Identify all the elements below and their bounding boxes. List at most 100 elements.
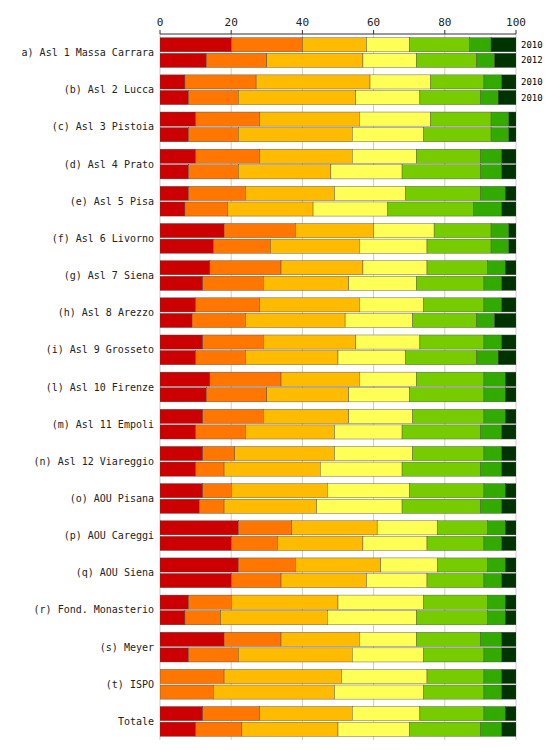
- bar-segment: [256, 75, 370, 89]
- category-label: a) Asl 1 Massa Carrara: [22, 47, 154, 58]
- bar-segment: [505, 372, 516, 386]
- bar-segment: [416, 53, 477, 67]
- bar-segment: [206, 53, 267, 67]
- tick-label: 80: [438, 16, 451, 29]
- row-label: 2010: [521, 77, 543, 87]
- bar-segment: [160, 261, 210, 275]
- bar-segment: [160, 521, 238, 535]
- bar-segment: [221, 611, 328, 625]
- bar-segment: [409, 38, 470, 52]
- bar-segment: [210, 372, 281, 386]
- bar-segment: [363, 53, 416, 67]
- bar-segment: [505, 595, 516, 609]
- bar-segment: [349, 409, 413, 423]
- bar-segment: [203, 446, 235, 460]
- bar-segment: [160, 239, 213, 253]
- bar-segment: [224, 462, 320, 476]
- bar-segment: [423, 685, 484, 699]
- bar-segment: [242, 722, 338, 736]
- bar-segment: [160, 425, 196, 439]
- bar-segment: [238, 558, 295, 572]
- bar-segment: [484, 75, 502, 89]
- bar-segment: [498, 351, 516, 365]
- bar-segment: [359, 239, 427, 253]
- bar-segment: [213, 685, 334, 699]
- bar-segment: [413, 313, 477, 327]
- bar-segment: [352, 707, 420, 721]
- bar-segment: [270, 239, 359, 253]
- bar-segment: [491, 128, 509, 142]
- bar-segment: [260, 112, 360, 126]
- bar-segment: [413, 409, 484, 423]
- row-label: 2010: [521, 40, 543, 50]
- bar-segment: [484, 685, 502, 699]
- tick-label: 0: [157, 16, 164, 29]
- bar-segment: [495, 53, 516, 67]
- bar-segment: [338, 595, 423, 609]
- bar-segment: [413, 446, 484, 460]
- bar-segment: [505, 707, 516, 721]
- bar-segment: [356, 90, 420, 104]
- bar-segment: [495, 313, 516, 327]
- bar-segment: [477, 313, 495, 327]
- bar-segment: [484, 446, 502, 460]
- bar-segment: [160, 595, 188, 609]
- bar-segment: [160, 446, 203, 460]
- category-label: (n) Asl 12 Viareggio: [34, 456, 154, 467]
- bar-segment: [416, 372, 484, 386]
- bar-segment: [345, 313, 413, 327]
- bar-segment: [224, 669, 341, 683]
- bar-segment: [160, 611, 185, 625]
- bar-segment: [238, 165, 331, 179]
- bar-segment: [420, 707, 484, 721]
- bar-segment: [196, 462, 224, 476]
- x-axis: 020406080100: [157, 16, 526, 34]
- bar-segment: [359, 298, 423, 312]
- bar-segment: [502, 298, 516, 312]
- bar-segment: [509, 128, 516, 142]
- bar-segment: [295, 224, 373, 238]
- bar-segment: [484, 648, 502, 662]
- bar-segment: [488, 595, 506, 609]
- bar-segment: [480, 149, 501, 163]
- row-label: 2010: [521, 93, 543, 103]
- bar-segment: [484, 484, 505, 498]
- bar-segment: [402, 165, 480, 179]
- bar-segment: [409, 722, 480, 736]
- bar-segment: [160, 276, 203, 290]
- category-label: (e) Asl 5 Pisa: [70, 196, 154, 207]
- bar-segment: [196, 722, 242, 736]
- bar-segment: [203, 409, 264, 423]
- bar-segment: [188, 165, 238, 179]
- bar-segment: [431, 112, 492, 126]
- bar-segment: [406, 351, 477, 365]
- bar-segment: [160, 165, 188, 179]
- bar-segment: [480, 425, 501, 439]
- tick-label: 20: [225, 16, 238, 29]
- bar-segment: [416, 276, 484, 290]
- bar-segment: [160, 298, 196, 312]
- bar-segment: [238, 90, 355, 104]
- bar-segment: [502, 669, 516, 683]
- category-label: (m) Asl 11 Empoli: [52, 419, 154, 430]
- bar-segment: [505, 261, 516, 275]
- bar-segment: [502, 632, 516, 646]
- bar-segment: [185, 75, 256, 89]
- bar-segment: [402, 499, 480, 513]
- bar-segment: [356, 335, 420, 349]
- bar-segment: [377, 521, 438, 535]
- chart-svg: 020406080100a) Asl 1 Massa Carrara(b) As…: [0, 0, 560, 750]
- bar-segment: [281, 261, 363, 275]
- category-label: (p) AOU Careggi: [64, 530, 154, 541]
- bar-segment: [160, 112, 196, 126]
- bar-segment: [374, 224, 435, 238]
- bar-segment: [267, 388, 349, 402]
- bar-segment: [185, 611, 221, 625]
- category-label: (s) Meyer: [100, 642, 154, 653]
- bar-segment: [409, 484, 484, 498]
- bar-segment: [366, 574, 427, 588]
- bar-segment: [338, 722, 409, 736]
- bar-segment: [427, 669, 484, 683]
- bar-segment: [263, 276, 348, 290]
- bar-segment: [160, 90, 188, 104]
